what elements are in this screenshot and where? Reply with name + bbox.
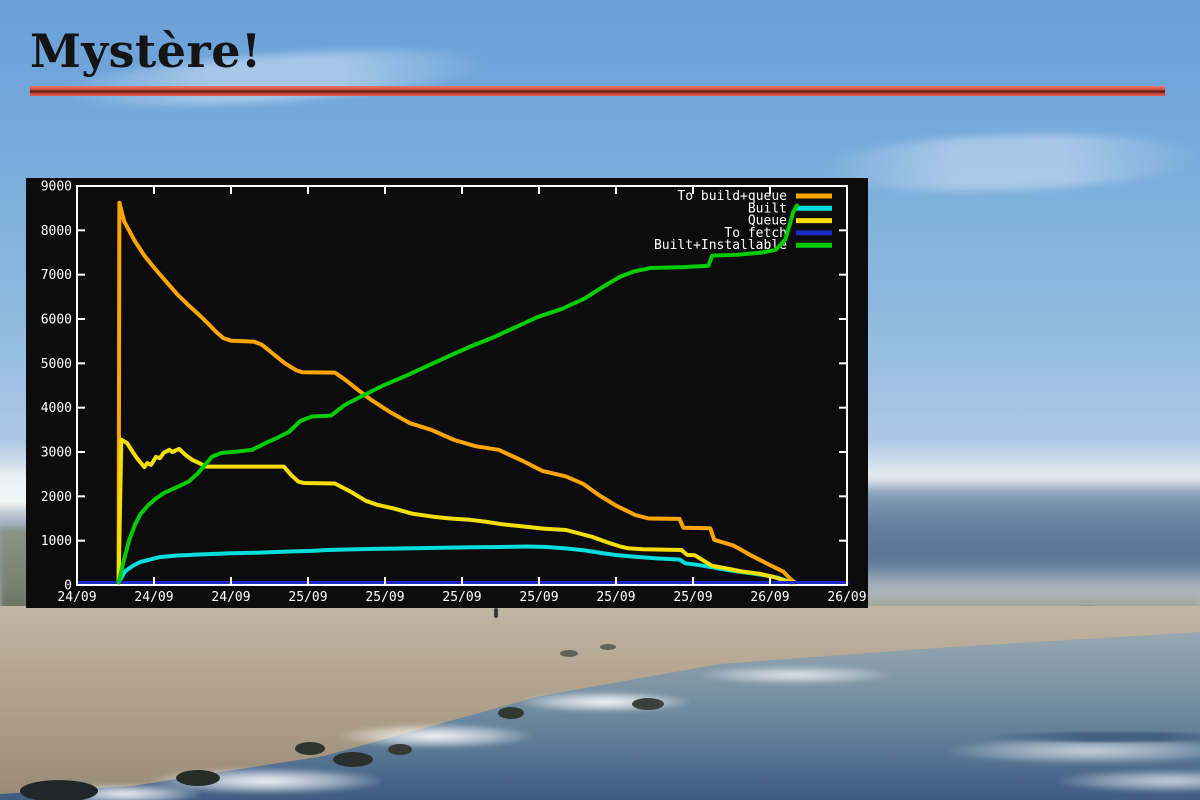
series-line-4: [116, 203, 799, 585]
shore-foam-4: [700, 666, 890, 684]
rock-7: [20, 780, 98, 800]
x-tick-label-5: 25/09: [442, 590, 481, 605]
series-line-1: [116, 544, 794, 585]
x-tick-label-4: 25/09: [365, 590, 404, 605]
y-tick-label-1: 1000: [41, 534, 72, 549]
series-line-0: [116, 200, 797, 585]
rock-3: [388, 744, 412, 755]
x-tick-label-0: 24/09: [57, 590, 96, 605]
slide-title: Mystère!: [30, 24, 262, 78]
y-tick-label-9: 9000: [41, 180, 72, 195]
rock-5: [632, 698, 664, 710]
y-tick-label-2: 2000: [41, 490, 72, 505]
shore-foam-2: [340, 724, 530, 748]
rock-1: [295, 742, 325, 755]
y-tick-label-8: 8000: [41, 224, 72, 239]
x-tick-label-9: 26/09: [750, 590, 789, 605]
series-line-2: [116, 437, 796, 585]
x-tick-label-2: 24/09: [211, 590, 250, 605]
y-tick-label-5: 5000: [41, 357, 72, 372]
wave-foam-1: [950, 738, 1200, 764]
y-tick-label-3: 3000: [41, 446, 72, 461]
rock-6: [176, 770, 220, 786]
title-underline: [30, 86, 1165, 96]
x-tick-label-7: 25/09: [596, 590, 635, 605]
seaweed-2: [600, 644, 616, 650]
x-tick-label-10: 26/09: [827, 590, 866, 605]
seaweed-1: [560, 650, 578, 657]
rock-4: [498, 707, 524, 719]
x-tick-label-3: 25/09: [288, 590, 327, 605]
x-tick-label-1: 24/09: [134, 590, 173, 605]
legend-label-3: To fetch: [724, 226, 787, 241]
y-tick-label-7: 7000: [41, 268, 72, 283]
legend-label-2: Queue: [748, 214, 787, 229]
wave-foam-2: [1060, 770, 1200, 792]
x-tick-label-6: 25/09: [519, 590, 558, 605]
left-hills: [0, 528, 30, 616]
wave-crest: [980, 732, 1200, 742]
y-tick-label-4: 4000: [41, 401, 72, 416]
y-tick-label-0: 0: [64, 579, 72, 594]
shore-foam-3: [520, 692, 690, 712]
y-tick-label-6: 6000: [41, 313, 72, 328]
rock-2: [333, 752, 373, 767]
legend-label-1: Built: [748, 201, 787, 216]
x-tick-label-8: 25/09: [673, 590, 712, 605]
chart-panel: To build+queue Built Queue To fetch Built+In…: [26, 178, 868, 608]
legend-label-0: To build+queue: [677, 189, 787, 204]
person-on-beach: [494, 608, 498, 618]
legend-label-4: Built+Installable: [654, 238, 787, 253]
